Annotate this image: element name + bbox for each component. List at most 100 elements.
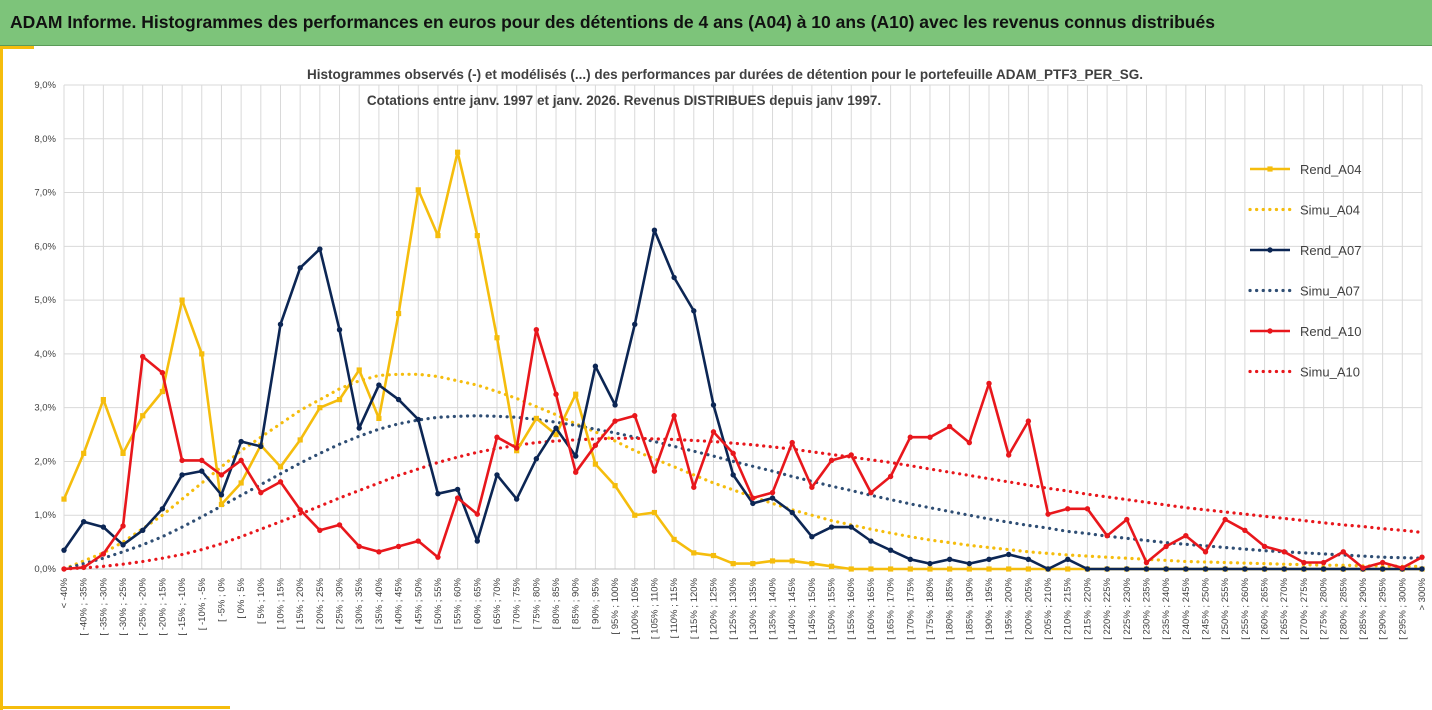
data-point-Rend_A10 (1301, 559, 1307, 566)
legend-marker-Rend_A04 (1267, 166, 1273, 172)
data-point-Rend_A07 (1242, 566, 1248, 572)
data-point-Rend_A10 (691, 484, 697, 490)
data-point-Rend_A10 (533, 326, 540, 333)
data-point-Rend_A10 (1045, 511, 1051, 517)
x-tick-label: [ 50% ; 55% (433, 577, 444, 629)
data-point-Rend_A10 (1320, 559, 1327, 566)
data-point-Rend_A04 (769, 558, 776, 564)
legend-label-Simu_A04: Simu_A04 (1300, 203, 1360, 218)
data-point-Rend_A10 (454, 495, 461, 501)
data-point-Rend_A07 (140, 527, 146, 533)
data-point-Rend_A07 (1104, 566, 1110, 572)
data-point-Rend_A07 (80, 518, 87, 525)
data-point-Rend_A10 (887, 473, 894, 480)
x-tick-label: [ 210% ; 215% (1063, 577, 1074, 639)
data-point-Rend_A10 (179, 457, 185, 464)
data-point-Rend_A10 (61, 566, 67, 572)
x-tick-label: [ -5% ; 0% (216, 577, 227, 621)
data-point-Rend_A07 (651, 227, 658, 233)
data-point-Rend_A10 (966, 439, 973, 446)
legend-label-Simu_A07: Simu_A07 (1300, 284, 1360, 299)
data-point-Rend_A04 (297, 437, 303, 443)
data-point-Rend_A04 (671, 536, 677, 543)
x-tick-label: [ -30% ; -25% (118, 577, 129, 635)
data-point-Rend_A04 (238, 480, 244, 486)
data-point-Rend_A04 (81, 450, 87, 456)
x-tick-label: [ 225% ; 230% (1122, 577, 1133, 639)
data-point-Rend_A10 (1261, 543, 1268, 550)
data-point-Rend_A07 (769, 495, 776, 501)
x-tick-label: [ 105% ; 110% (649, 577, 660, 639)
data-point-Rend_A04 (710, 552, 717, 559)
data-point-Rend_A04 (159, 388, 166, 395)
data-point-Rend_A07 (809, 534, 815, 540)
x-tick-label: [ 200% ; 205% (1023, 577, 1034, 639)
x-tick-label: [ 35% ; 40% (374, 577, 385, 629)
data-point-Rend_A07 (336, 326, 343, 333)
data-point-Rend_A07 (494, 472, 500, 478)
x-tick-label: [ 90% ; 95% (590, 577, 601, 629)
x-tick-label: [ 140% ; 145% (787, 577, 798, 639)
data-point-Rend_A10 (1163, 543, 1169, 550)
data-point-Rend_A07 (632, 321, 638, 328)
x-tick-label: [ 250% ; 255% (1220, 577, 1231, 639)
x-tick-label: [ 260% ; 265% (1260, 577, 1271, 639)
x-tick-label: [ 240% ; 245% (1181, 577, 1192, 639)
x-tick-label: [ 95% ; 100% (610, 577, 621, 634)
data-point-Rend_A10 (1379, 559, 1386, 566)
x-tick-label: [ 220% ; 225% (1102, 577, 1113, 639)
data-point-Rend_A07 (1261, 566, 1268, 572)
data-point-Rend_A04 (455, 149, 461, 155)
data-point-Rend_A07 (1340, 566, 1346, 572)
series-line-Rend_A10 (63, 328, 1423, 571)
data-point-Rend_A07 (435, 491, 441, 497)
data-point-Rend_A07 (100, 524, 107, 530)
data-point-Rend_A07 (553, 425, 559, 431)
data-point-Rend_A04 (789, 558, 795, 564)
x-tick-label: [ 150% ; 155% (827, 577, 838, 639)
x-tick-label: [ 275% ; 280% (1319, 577, 1330, 639)
data-point-Rend_A04 (868, 566, 874, 572)
plot-area (61, 149, 1425, 572)
data-point-Rend_A10 (395, 543, 402, 550)
data-point-Rend_A07 (199, 468, 205, 474)
x-tick-label: [ 280% ; 285% (1338, 577, 1349, 639)
data-point-Rend_A07 (828, 524, 835, 530)
x-tick-label: [ 145% ; 150% (807, 577, 818, 639)
chart-grid (63, 84, 1423, 570)
y-tick-label: 0,0% (34, 564, 56, 575)
data-point-Rend_A10 (317, 527, 323, 533)
x-tick-label: [ 100% ; 105% (630, 577, 641, 639)
data-point-Rend_A10 (927, 434, 933, 440)
x-tick-label: > 300% (1417, 577, 1428, 610)
data-point-Rend_A07 (474, 538, 481, 544)
data-point-Rend_A04 (100, 397, 106, 403)
data-point-Rend_A04 (1006, 566, 1012, 572)
data-point-Rend_A10 (1143, 559, 1150, 566)
legend-label-Simu_A10: Simu_A10 (1300, 365, 1360, 380)
data-point-Rend_A10 (1281, 549, 1287, 555)
data-point-Rend_A10 (789, 439, 795, 446)
x-tick-label: [ 245% ; 250% (1201, 577, 1212, 639)
frame-accent-bottom (0, 706, 230, 709)
data-point-Rend_A04 (651, 509, 658, 516)
data-point-Rend_A10 (612, 418, 618, 424)
data-point-Rend_A07 (1143, 566, 1150, 572)
data-point-Rend_A10 (828, 457, 835, 464)
data-point-Rend_A07 (317, 246, 323, 252)
data-point-Rend_A10 (809, 484, 815, 490)
data-point-Rend_A04 (573, 391, 579, 397)
x-tick-label: [ 170% ; 175% (905, 577, 916, 639)
data-point-Rend_A04 (730, 561, 736, 567)
data-point-Rend_A04 (966, 566, 972, 572)
data-point-Rend_A10 (868, 489, 874, 496)
data-point-Rend_A10 (356, 543, 362, 550)
x-tick-label: [ 190% ; 195% (984, 577, 995, 639)
data-point-Rend_A10 (769, 489, 776, 496)
x-tick-label: [ 30% ; 35% (354, 577, 365, 629)
data-point-Rend_A10 (848, 452, 854, 458)
data-point-Rend_A10 (1222, 516, 1228, 523)
data-point-Rend_A04 (395, 310, 402, 317)
data-point-Rend_A07 (1281, 566, 1287, 572)
data-point-Rend_A10 (435, 554, 441, 560)
